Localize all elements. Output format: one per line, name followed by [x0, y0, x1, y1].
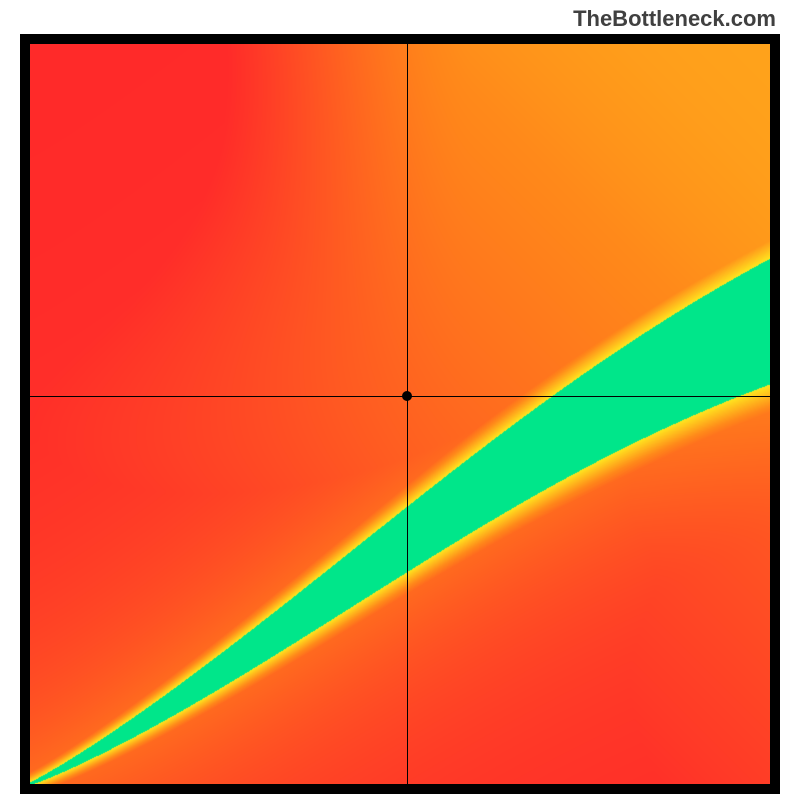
crosshair-vertical [407, 44, 408, 784]
heatmap-canvas [30, 44, 770, 784]
plot-border [20, 34, 780, 794]
crosshair-horizontal [30, 396, 770, 397]
root-container: TheBottleneck.com [0, 0, 800, 800]
watermark-text: TheBottleneck.com [573, 6, 776, 32]
crosshair-marker [402, 391, 412, 401]
